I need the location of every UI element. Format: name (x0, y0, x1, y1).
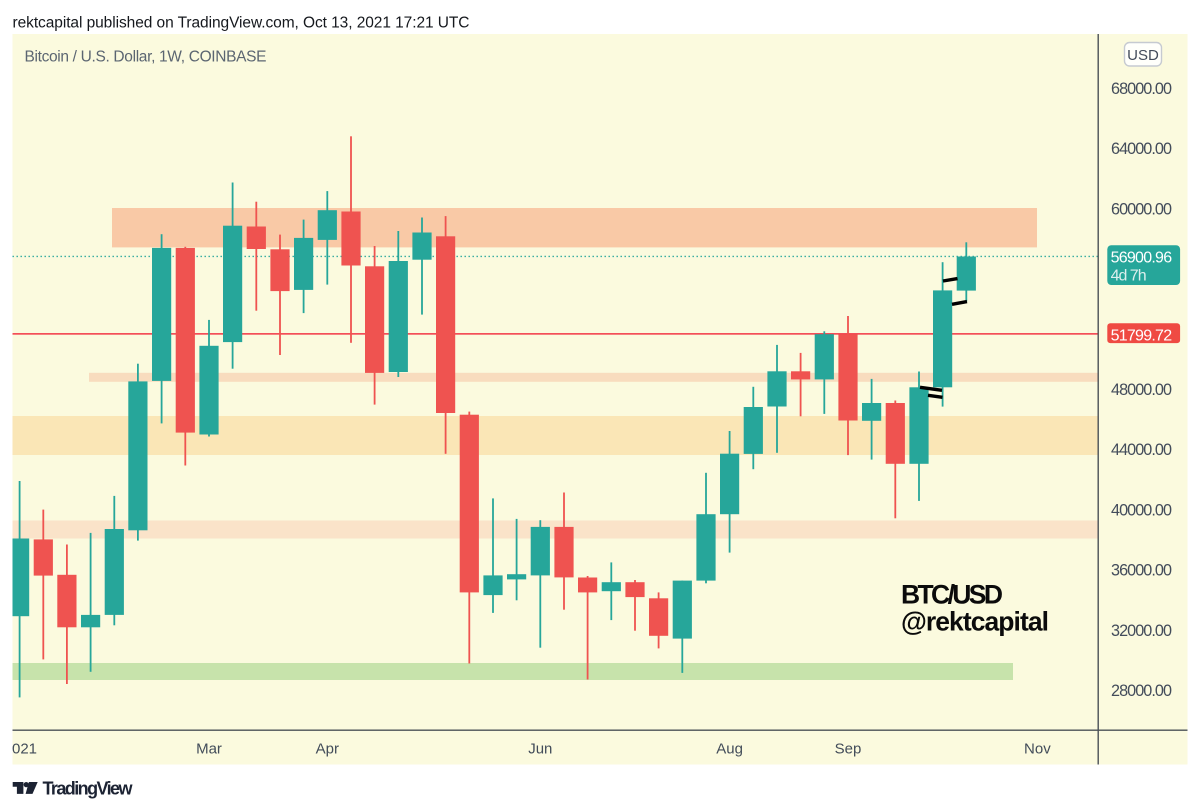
svg-text:USD: USD (1127, 47, 1159, 64)
svg-text:44000.00: 44000.00 (1111, 441, 1172, 459)
svg-text:32000.00: 32000.00 (1111, 622, 1172, 640)
svg-text:36000.00: 36000.00 (1111, 562, 1172, 580)
svg-text:BTC/USD: BTC/USD (901, 579, 1003, 609)
svg-text:@rektcapital: @rektcapital (901, 606, 1049, 636)
svg-text:4d 7h: 4d 7h (1111, 267, 1147, 284)
svg-text:021: 021 (12, 741, 37, 758)
svg-text:Mar: Mar (196, 741, 222, 758)
svg-text:Jun: Jun (528, 741, 552, 758)
svg-text:56900.96: 56900.96 (1111, 250, 1173, 267)
svg-text:Aug: Aug (716, 741, 743, 758)
svg-text:28000.00: 28000.00 (1111, 682, 1172, 700)
svg-text:Apr: Apr (316, 741, 339, 758)
svg-text:Bitcoin / U.S. Dollar, 1W, COI: Bitcoin / U.S. Dollar, 1W, COINBASE (25, 49, 267, 66)
svg-text:rektcapital published on Tradi: rektcapital published on TradingView.com… (13, 15, 470, 32)
svg-text:64000.00: 64000.00 (1111, 140, 1172, 158)
svg-text:Sep: Sep (835, 741, 862, 758)
svg-text:48000.00: 48000.00 (1111, 381, 1172, 399)
svg-text:68000.00: 68000.00 (1111, 80, 1172, 98)
svg-text:TradingView: TradingView (43, 778, 134, 798)
svg-text:51799.72: 51799.72 (1111, 328, 1173, 345)
svg-text:40000.00: 40000.00 (1111, 501, 1172, 519)
svg-text:60000.00: 60000.00 (1111, 200, 1172, 218)
svg-text:Nov: Nov (1024, 741, 1051, 758)
